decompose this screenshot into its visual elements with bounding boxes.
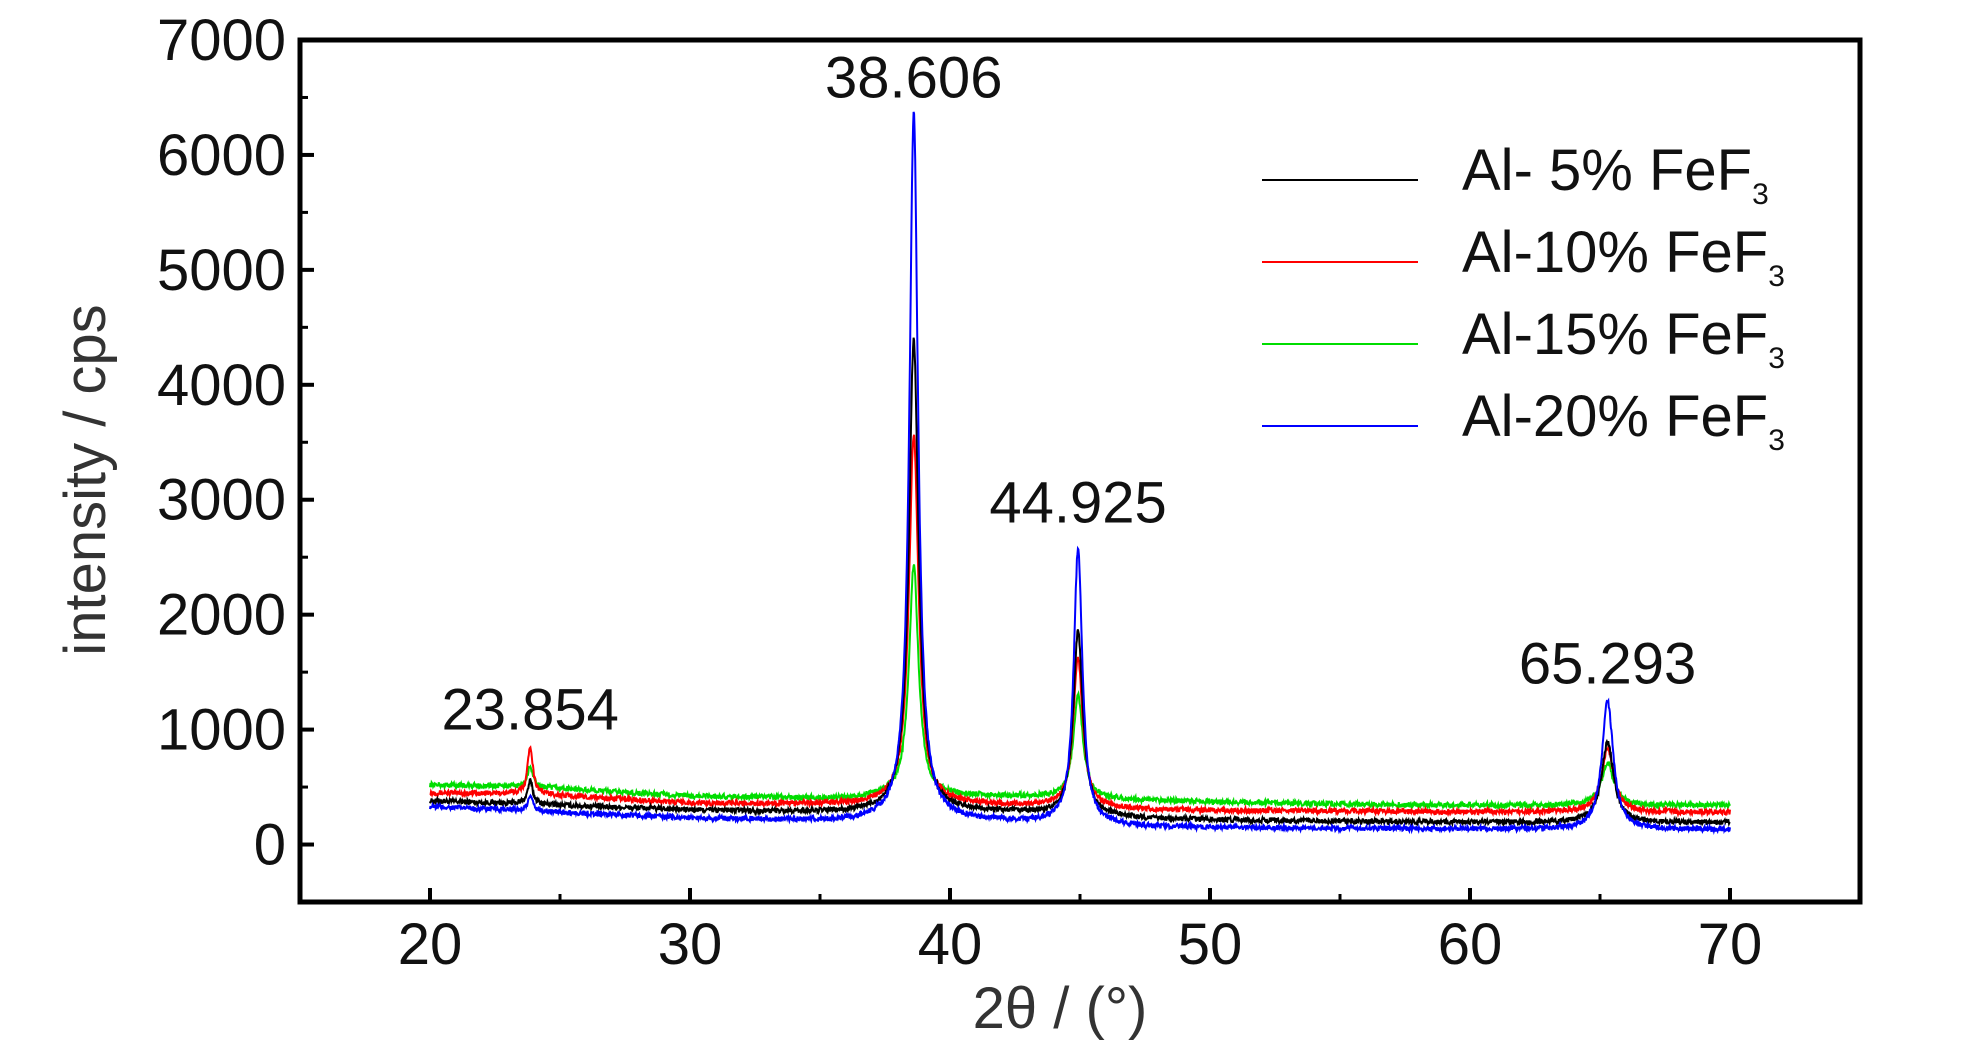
- series-layer: [429, 111, 1731, 835]
- x-tick-label: 40: [918, 912, 983, 977]
- x-tick-label: 60: [1438, 912, 1503, 977]
- y-tick-label: 0: [254, 813, 286, 878]
- legend-label-subscript: 3: [1768, 260, 1785, 293]
- legend-label-text: Al-10% FeF: [1462, 220, 1768, 285]
- y-axis-title: intensity / cps: [53, 304, 118, 655]
- y-tick-label: 7000: [157, 8, 286, 73]
- legend-label-text: Al-15% FeF: [1462, 302, 1768, 367]
- peak-label: 23.854: [442, 678, 619, 743]
- x-tick-label: 50: [1178, 912, 1243, 977]
- series-line-3: [429, 564, 1731, 812]
- legend-label: Al-10% FeF3: [1462, 220, 1785, 293]
- y-tick-label: 2000: [157, 583, 286, 648]
- x-tick-label: 30: [658, 912, 723, 977]
- legend-label-subscript: 3: [1752, 178, 1769, 211]
- y-tick-label: 1000: [157, 698, 286, 763]
- peak-label: 44.925: [989, 471, 1166, 536]
- legend-label: Al-20% FeF3: [1462, 384, 1785, 457]
- legend-label-text: Al-20% FeF: [1462, 384, 1768, 449]
- legend-label-subscript: 3: [1768, 424, 1785, 457]
- x-tick-label: 70: [1698, 912, 1763, 977]
- legend-label-text: Al- 5% FeF: [1462, 138, 1752, 203]
- series-line-1: [429, 337, 1731, 828]
- y-tick-label: 6000: [157, 123, 286, 188]
- peak-annotations: 23.854 38.606 44.925 65.293: [442, 45, 1697, 742]
- x-axis-title: 2θ / (°): [973, 976, 1148, 1041]
- tick-layer: 0 1000 2000 3000 4000 5000 6000 7000 20 30 40 50 60 7…: [157, 8, 1762, 977]
- legend-label-subscript: 3: [1768, 342, 1785, 375]
- legend-label: Al- 5% FeF3: [1462, 138, 1769, 211]
- y-tick-label: 4000: [157, 353, 286, 418]
- peak-label: 65.293: [1519, 632, 1696, 697]
- y-tick-label: 5000: [157, 238, 286, 303]
- series-line-2: [429, 434, 1731, 819]
- y-tick-label: 3000: [157, 468, 286, 533]
- peak-label: 38.606: [825, 45, 1002, 110]
- x-tick-label: 20: [398, 912, 463, 977]
- series-line-4: [429, 111, 1731, 835]
- legend-label: Al-15% FeF3: [1462, 302, 1785, 375]
